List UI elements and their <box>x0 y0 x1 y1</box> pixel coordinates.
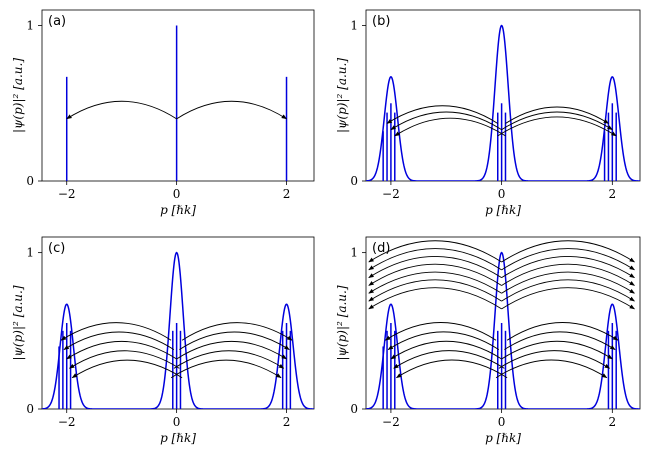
y-tick-label: 1 <box>350 19 358 33</box>
transition-arrow <box>504 331 616 350</box>
x-tick-label: 0 <box>173 415 181 429</box>
transition-arrow <box>368 240 502 263</box>
y-tick-label: 1 <box>26 246 34 260</box>
transition-arrow <box>395 359 508 379</box>
transition-arrow <box>66 100 177 120</box>
plot-area <box>366 240 640 409</box>
plot-area <box>65 25 288 181</box>
transition-arrow <box>495 359 608 379</box>
axes-frame <box>365 9 641 182</box>
x-tick-label: 2 <box>283 415 291 429</box>
momentum-distribution-curve <box>366 251 640 409</box>
transition-arrow <box>176 340 287 360</box>
panel-c: (c) −2 0 2 0 1 p [ℏk] |ψ(p)|² [a.u.] <box>11 236 315 445</box>
plot-area <box>42 251 314 409</box>
panel-label: (d) <box>372 241 390 256</box>
transition-arrow <box>501 287 635 310</box>
x-axis-label: p [ℏk] <box>160 431 196 445</box>
transition-arrow <box>501 240 635 263</box>
momentum-distribution-curve <box>42 251 314 409</box>
panel-label: (a) <box>48 14 66 29</box>
transition-arrow <box>390 340 502 360</box>
axes-frame <box>41 236 315 410</box>
y-axis-label: |ψ(p)|² [a.u.] <box>11 58 25 133</box>
x-tick-label: 0 <box>498 415 506 429</box>
panel-a: (a) −2 0 2 0 1 p [ℏk] |ψ(p)|² [a.u.] <box>11 9 315 217</box>
transition-arrow <box>393 350 505 369</box>
transition-arrow <box>506 322 619 341</box>
x-tick-label: −2 <box>382 415 400 429</box>
x-tick-label: 2 <box>609 415 617 429</box>
transition-arrow <box>501 248 635 271</box>
transition-arrow <box>501 340 613 360</box>
transition-arrow <box>181 322 293 341</box>
transition-arrow <box>387 331 500 350</box>
plot-area <box>366 24 640 181</box>
transition-arrow <box>60 322 172 341</box>
transition-arrow <box>501 263 635 286</box>
panel-b: (b) −2 0 2 0 1 p [ℏk] |ψ(p)|² [a.u.] <box>335 9 641 217</box>
transition-arrow <box>501 111 613 131</box>
transition-arrow <box>368 279 502 302</box>
transition-arrow <box>505 106 609 124</box>
y-axis-label: |ψ(p)|² [a.u.] <box>335 58 349 133</box>
y-tick-label: 1 <box>26 19 34 33</box>
transition-arrow <box>69 350 180 369</box>
x-axis-label: p [ℏk] <box>160 203 196 217</box>
y-tick-label: 0 <box>350 402 358 416</box>
transition-arrow <box>368 287 502 310</box>
transition-arrow <box>173 350 285 369</box>
transition-arrow <box>368 256 502 279</box>
transition-arrow <box>170 359 282 379</box>
x-tick-label: −2 <box>58 415 76 429</box>
axes-frame <box>41 9 315 182</box>
transition-arrow <box>63 331 175 350</box>
transition-arrow <box>368 248 502 271</box>
momentum-distribution-curve <box>366 24 640 181</box>
transition-arrow <box>179 331 290 350</box>
x-axis-label: p [ℏk] <box>485 431 521 445</box>
y-axis-label: |ψ(p)|² [a.u.] <box>335 285 349 360</box>
x-tick-label: −2 <box>58 187 76 201</box>
transition-arrow <box>384 322 497 341</box>
transition-arrow <box>497 116 617 137</box>
transition-arrow <box>176 100 287 120</box>
x-tick-label: 2 <box>609 187 617 201</box>
panel-label: (b) <box>372 14 390 29</box>
y-tick-label: 0 <box>26 174 34 188</box>
x-tick-label: −2 <box>382 187 400 201</box>
panel-d: (d) −2 0 2 0 1 p [ℏk] |ψ(p)|² [a.u.] <box>335 236 641 445</box>
y-tick-label: 0 <box>350 174 358 188</box>
transition-arrow <box>501 279 635 302</box>
x-tick-label: 2 <box>283 187 291 201</box>
panel-label: (c) <box>48 241 65 256</box>
transition-arrow <box>390 111 502 131</box>
x-tick-label: 0 <box>498 187 506 201</box>
x-tick-label: 0 <box>173 187 181 201</box>
axes-frame <box>365 236 641 410</box>
x-axis-label: p [ℏk] <box>485 203 521 217</box>
transition-arrow <box>66 340 177 360</box>
transition-arrow <box>394 117 506 137</box>
transition-arrow <box>386 105 498 124</box>
transition-arrow <box>368 271 502 294</box>
transition-arrow <box>71 359 183 379</box>
transition-arrow <box>498 350 611 369</box>
y-axis-label: |ψ(p)|² [a.u.] <box>11 285 25 360</box>
transition-arrow <box>368 263 502 286</box>
transition-arrow <box>501 256 635 279</box>
y-tick-label: 0 <box>26 402 34 416</box>
transition-arrow <box>501 271 635 294</box>
y-tick-label: 1 <box>350 246 358 260</box>
